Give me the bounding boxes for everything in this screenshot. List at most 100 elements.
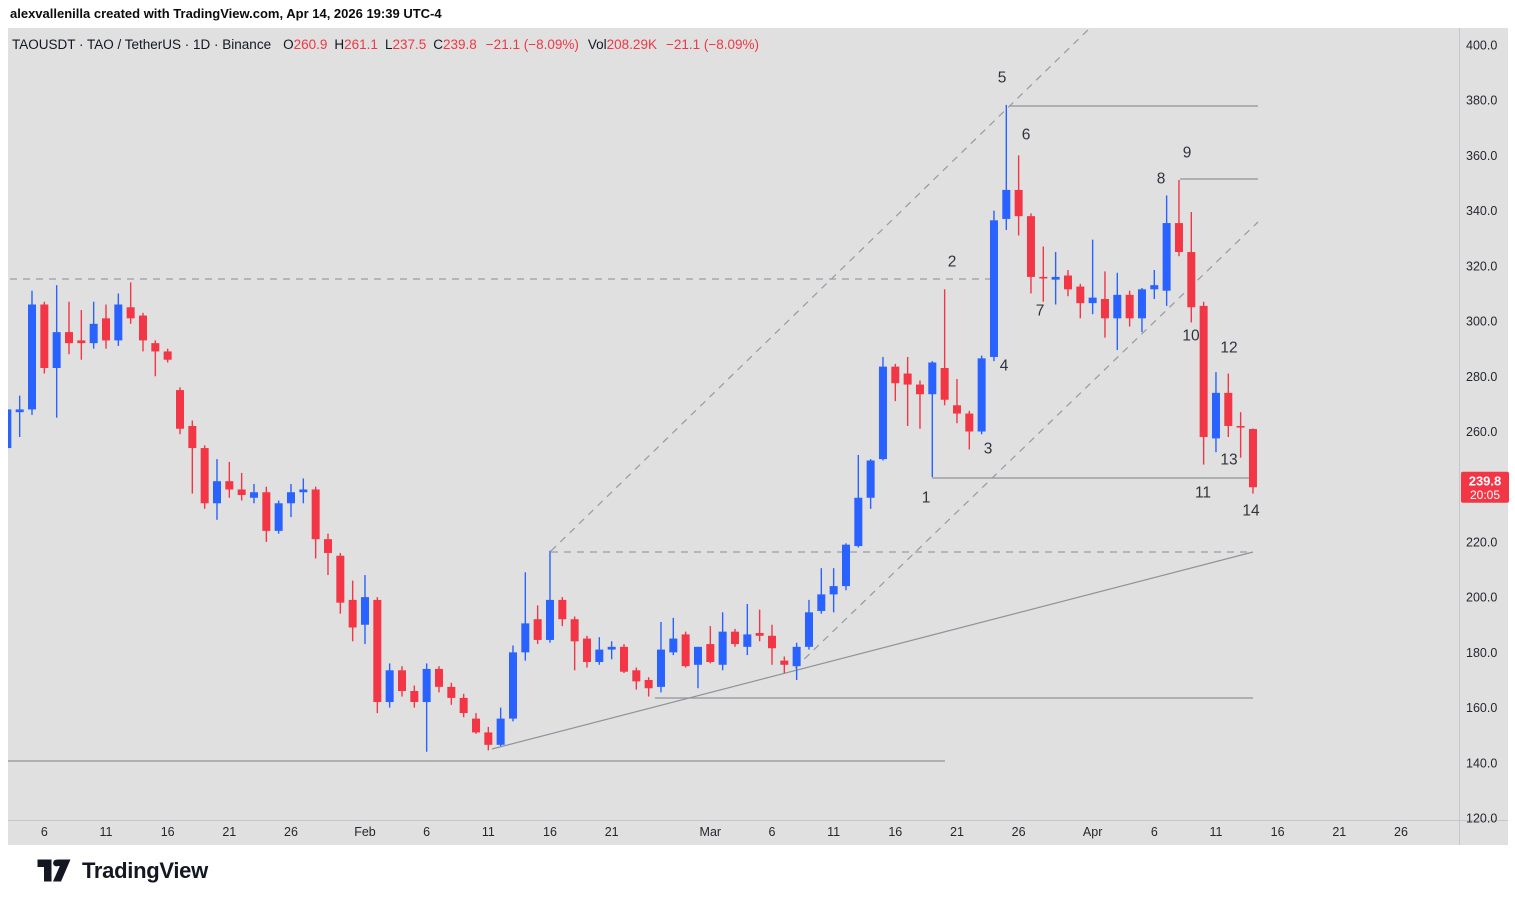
candle[interactable] [656, 621, 665, 693]
candle[interactable] [521, 572, 530, 661]
candle[interactable] [533, 605, 542, 645]
candle[interactable] [644, 677, 653, 697]
candle[interactable] [928, 361, 937, 478]
candle[interactable] [1113, 272, 1122, 351]
candle[interactable] [1162, 195, 1171, 306]
candle[interactable] [15, 395, 24, 438]
candle[interactable] [1100, 271, 1109, 338]
wave-label-10[interactable]: 10 [1182, 328, 1200, 345]
candle[interactable] [274, 500, 283, 534]
candle[interactable] [459, 693, 468, 718]
candle[interactable] [175, 387, 184, 435]
candle[interactable] [89, 301, 98, 349]
candle[interactable] [1187, 212, 1196, 323]
candle[interactable] [989, 210, 998, 362]
candle[interactable] [336, 552, 345, 614]
dashed-channel-lower-line[interactable] [794, 221, 1259, 669]
wave-label-4[interactable]: 4 [1000, 358, 1009, 375]
candle[interactable] [1039, 246, 1048, 302]
candle[interactable] [743, 604, 752, 656]
candle[interactable] [632, 667, 641, 690]
candle[interactable] [706, 626, 715, 664]
candle[interactable] [114, 293, 123, 346]
candle[interactable] [496, 707, 505, 747]
candle[interactable] [40, 301, 49, 374]
candle[interactable] [730, 628, 739, 647]
candle[interactable] [188, 420, 197, 494]
wave-label-11[interactable]: 11 [1195, 485, 1211, 502]
candle[interactable] [1088, 239, 1097, 315]
candle[interactable] [780, 656, 789, 674]
candle[interactable] [200, 445, 209, 509]
candle[interactable] [595, 637, 604, 665]
wave-label-8[interactable]: 8 [1157, 171, 1166, 188]
time-axis[interactable]: 6 11 16 21 26 Feb 6 11 16 21 Mar 6 11 16 21 26 Apr 6 11 16 2… [41, 825, 1408, 839]
candle[interactable] [373, 597, 382, 714]
candle[interactable] [225, 461, 234, 498]
candle[interactable] [262, 486, 271, 542]
rising-trendline-line[interactable] [491, 551, 1254, 750]
candle[interactable] [681, 631, 690, 668]
candle[interactable] [817, 568, 826, 614]
wave-label-7[interactable]: 7 [1036, 303, 1045, 320]
symbol-title[interactable]: TAOUSDT · TAO / TetherUS · 1D · Binance [12, 37, 272, 52]
candle[interactable] [126, 282, 135, 324]
candle[interactable] [940, 289, 949, 406]
candle[interactable] [397, 666, 406, 697]
wave-label-14[interactable]: 14 [1242, 503, 1260, 520]
candle[interactable] [977, 355, 986, 435]
candle[interactable] [52, 285, 61, 418]
candle[interactable] [1125, 290, 1134, 327]
candle[interactable] [471, 713, 480, 734]
price-axis[interactable]: 400.0 380.0 360.0 340.0 320.0 300.0 280.0 260.0… [1466, 39, 1497, 826]
candle[interactable] [619, 644, 628, 674]
wave-label-13[interactable]: 13 [1220, 452, 1237, 469]
candle[interactable] [212, 459, 221, 520]
candle[interactable] [1014, 155, 1023, 236]
candle[interactable] [965, 410, 974, 450]
candle[interactable] [1174, 179, 1183, 257]
candle[interactable] [434, 666, 443, 693]
candle[interactable] [804, 599, 813, 650]
candle[interactable] [299, 478, 308, 504]
candle[interactable] [558, 597, 567, 627]
candle[interactable] [27, 290, 36, 415]
candle[interactable] [829, 568, 838, 613]
candle[interactable] [64, 301, 73, 355]
candle[interactable] [767, 624, 776, 665]
wave-label-3[interactable]: 3 [984, 441, 993, 458]
candle[interactable] [545, 550, 554, 643]
wave-label-1[interactable]: 1 [922, 490, 931, 507]
candle[interactable] [866, 459, 875, 509]
candle[interactable] [891, 363, 900, 402]
candle[interactable] [1051, 252, 1060, 305]
candle[interactable] [163, 348, 172, 363]
candle[interactable] [854, 454, 863, 548]
candle[interactable] [1199, 301, 1208, 465]
candle[interactable] [237, 472, 246, 501]
candle[interactable] [77, 310, 86, 360]
candle[interactable] [1026, 213, 1035, 294]
candle[interactable] [1002, 104, 1011, 230]
candle[interactable] [1063, 269, 1072, 297]
candle[interactable] [1224, 373, 1233, 438]
candle[interactable] [570, 616, 579, 671]
candle[interactable] [792, 642, 801, 680]
candle[interactable] [607, 641, 616, 660]
candle[interactable] [1236, 412, 1245, 458]
candle[interactable] [385, 663, 394, 708]
candle[interactable] [878, 356, 887, 461]
candle[interactable] [410, 685, 419, 708]
candle[interactable] [484, 726, 493, 751]
wave-label-6[interactable]: 6 [1022, 127, 1031, 144]
candle[interactable] [151, 340, 160, 377]
candle[interactable] [903, 356, 912, 426]
candle[interactable] [1248, 428, 1257, 494]
wave-label-12[interactable]: 12 [1220, 340, 1237, 357]
candle[interactable] [360, 575, 369, 645]
candle[interactable] [693, 646, 702, 689]
wave-label-9[interactable]: 9 [1183, 145, 1192, 162]
candle[interactable] [1137, 287, 1146, 333]
